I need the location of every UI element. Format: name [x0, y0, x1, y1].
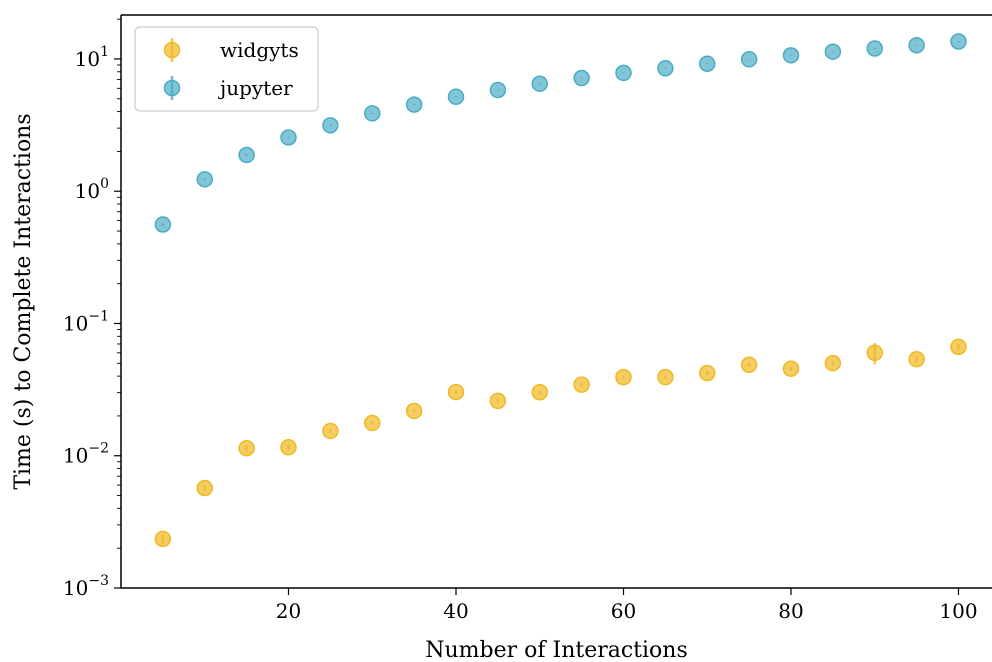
data-point	[950, 33, 967, 50]
x-tick-label: 80	[778, 599, 803, 623]
data-point	[699, 364, 716, 382]
data-point	[154, 216, 172, 233]
data-point	[573, 376, 590, 393]
data-point	[950, 338, 967, 356]
y-tick-exponent: 1	[100, 44, 109, 60]
data-point	[657, 368, 674, 386]
data-point	[573, 69, 590, 87]
data-point	[196, 479, 213, 497]
y-tick-label: 10−3	[63, 573, 109, 600]
data-point	[489, 392, 507, 410]
data-point	[531, 384, 548, 401]
legend-item: widgyts	[163, 38, 299, 62]
data-point	[615, 64, 632, 82]
legend-marker	[163, 79, 181, 97]
legend-label: jupyter	[218, 76, 293, 100]
y-tick-exponent: 0	[100, 176, 109, 192]
data-point	[908, 350, 925, 368]
data-point	[657, 60, 674, 77]
y-tick-exponent: −3	[88, 573, 109, 589]
data-point	[280, 438, 297, 456]
data-point	[364, 414, 381, 432]
x-tick-label: 60	[611, 599, 636, 623]
data-point	[238, 439, 255, 457]
data-point	[405, 402, 423, 420]
data-point	[740, 356, 758, 374]
legend-item: jupyter	[163, 76, 293, 100]
y-axis-label: Time (s) to Complete Interactions	[11, 113, 36, 489]
data-point	[489, 81, 507, 99]
data-point	[866, 344, 883, 361]
data-point	[866, 40, 883, 57]
data-point	[699, 55, 716, 73]
data-point	[782, 47, 800, 64]
data-point	[824, 354, 842, 372]
data-point	[238, 146, 255, 164]
y-tick-label: 101	[75, 44, 109, 71]
data-point	[322, 422, 339, 440]
data-point	[280, 129, 297, 146]
y-tick-label: 100	[75, 176, 109, 203]
data-point	[322, 117, 339, 134]
data-point	[615, 368, 632, 386]
legend-frame	[134, 26, 319, 112]
legend: widgyts jupyter	[134, 26, 319, 112]
data-point	[154, 530, 172, 548]
y-tick-label: 10−1	[63, 308, 109, 335]
x-axis-label: Number of Interactions	[425, 638, 688, 662]
legend-marker	[163, 41, 181, 59]
data-point	[782, 360, 800, 377]
legend-label: widgyts	[220, 38, 299, 62]
x-tick-label: 20	[276, 599, 301, 623]
data-point	[405, 96, 423, 113]
data-point	[196, 171, 213, 188]
series-jupyter	[154, 33, 967, 233]
y-tick-label: 10−2	[63, 441, 109, 468]
plot-area	[154, 33, 967, 548]
x-tick-label: 40	[443, 599, 468, 623]
data-point	[447, 383, 465, 401]
data-point	[364, 105, 381, 122]
series-widgyts	[154, 338, 967, 548]
data-point	[447, 88, 465, 105]
data-point	[908, 36, 925, 54]
data-point	[740, 51, 758, 68]
x-tick-label: 100	[939, 599, 977, 623]
data-point	[531, 75, 548, 92]
y-tick-exponent: −2	[88, 441, 109, 457]
y-tick-exponent: −1	[88, 308, 109, 324]
data-point	[824, 43, 842, 60]
